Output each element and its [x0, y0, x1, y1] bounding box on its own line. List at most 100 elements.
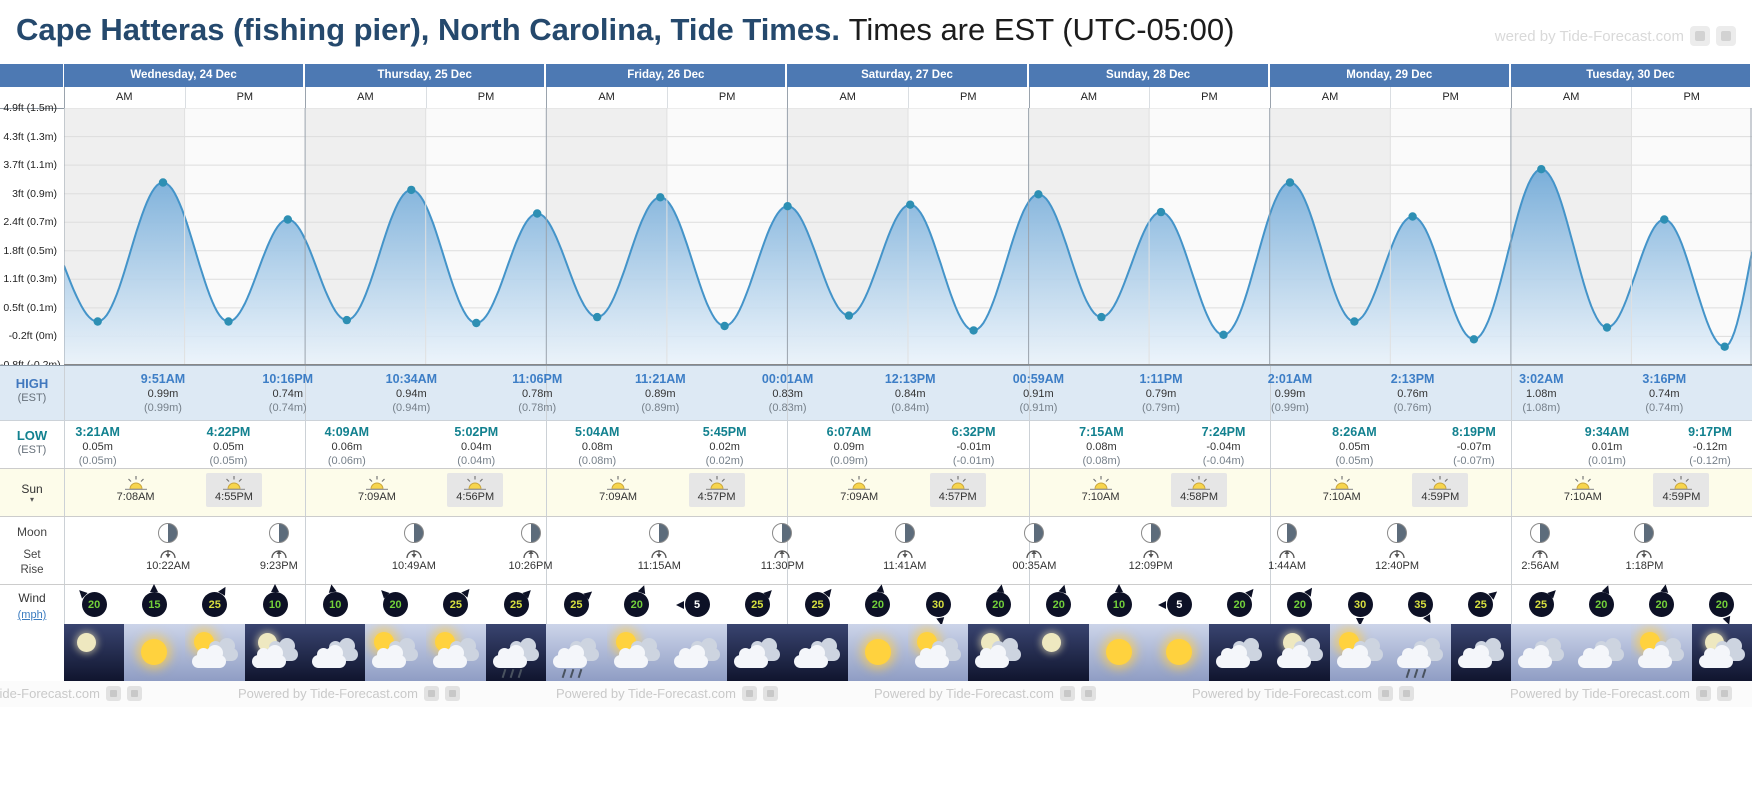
tide-extreme-dot: [1156, 207, 1166, 217]
weather-cell-night-cloud-moon: [1269, 624, 1331, 681]
high-tide-row: HIGH (EST) 9:51AM 0.99m (0.99m) 10:16PM 0.74…: [0, 365, 1752, 421]
low-tide-entry: 9:17PM -0.12m (-0.12m): [1670, 425, 1750, 468]
wind-speed: 10: [268, 598, 282, 611]
day-separator: [1028, 469, 1030, 517]
day-separator: [1510, 421, 1512, 469]
tide-time: 3:02AM: [1519, 372, 1564, 386]
sun-horizon-icon: [1330, 476, 1353, 490]
tide-extreme-dot: [1034, 190, 1043, 199]
tide-extreme-dot: [720, 321, 729, 331]
moonset-arc-icon: [1142, 550, 1159, 559]
sunrise-time: 7:10AM: [1322, 491, 1361, 503]
powered-by-link[interactable]: Powered by Tide-Forecast.com: [556, 686, 736, 701]
ampm-label-pm: PM: [718, 91, 736, 103]
tide-height-paren: (0.01m): [1588, 455, 1626, 467]
moon-icon: [77, 633, 96, 652]
moon-time: 1:18PM: [1625, 560, 1664, 572]
wind-badge: 25: [744, 586, 775, 617]
ampm-separator: [184, 87, 186, 108]
weather-cell-night-cloud: [787, 624, 849, 681]
moon-phase-icon: [1634, 523, 1655, 543]
moonset-arc-icon: [897, 550, 913, 559]
ampm-separator: [666, 87, 668, 108]
moon-time: 9:23PM: [259, 560, 298, 572]
powered-by-link[interactable]: Powered by Tide-Forecast.com: [1192, 686, 1372, 701]
cloud-icon: [1397, 645, 1432, 668]
y-axis-label: 1.1ft (0.3m): [3, 273, 57, 286]
wind-badge: 20: [377, 586, 409, 617]
moonrise-entry: 10:26PM: [499, 523, 563, 572]
sunrise-entry: 7:09AM: [590, 476, 646, 503]
tide-height-paren: (0.79m): [1142, 402, 1180, 414]
tide-height-m: -0.04m: [1206, 441, 1241, 453]
tide-height-paren: (-0.01m): [952, 455, 995, 467]
wind-speed: 15: [148, 598, 161, 611]
rain-icon: [517, 668, 523, 679]
weather-cell-sun-cloud: [1330, 624, 1392, 681]
cloud-icon: [1276, 645, 1311, 668]
tide-extreme-dot: [158, 178, 168, 187]
powered-by-link[interactable]: Powered by Tide-Forecast.com: [0, 686, 100, 701]
wind-speed: 25: [510, 598, 523, 611]
low-label: LOW: [16, 428, 48, 443]
tide-height-paren: (0.89m): [641, 402, 680, 414]
low-tide-entry: 7:15AM 0.08m (0.08m): [1061, 425, 1141, 468]
tide-extreme-dot: [783, 202, 792, 211]
low-tide-entry: 4:09AM 0.06m (0.06m): [307, 425, 387, 468]
weather-cell-sun: [1149, 624, 1211, 681]
wind-direction-arrow: [271, 583, 279, 592]
day-separator: [787, 421, 789, 469]
sunset-time: 4:57PM: [697, 491, 736, 503]
day-separator: [546, 87, 548, 108]
tide-height-paren: (0.78m): [518, 402, 557, 414]
wind-speed: 20: [1052, 598, 1065, 611]
page-title-main: Cape Hatteras (fishing pier), North Caro…: [16, 12, 840, 47]
sunrise-time: 7:08AM: [116, 491, 155, 503]
weather-cell-sun-cloud: [184, 624, 246, 681]
sunset-entry: 4:55PM: [206, 473, 262, 507]
footer-powered-by: Powered by Tide-Forecast.com: [0, 685, 142, 703]
y-axis-label: -0.2ft (0m): [8, 330, 57, 343]
tide-extreme-dot: [407, 185, 416, 195]
tide-extreme-dot: [1660, 215, 1669, 224]
day-separator: [787, 366, 789, 421]
tide-extreme-dot: [1097, 312, 1106, 322]
wind-unit-link[interactable]: (mph): [17, 609, 47, 621]
tide-height-m: 0.83m: [772, 388, 803, 400]
high-tide-entry: 10:16PM 0.74m (0.74m): [248, 372, 328, 415]
powered-by-link[interactable]: Powered by Tide-Forecast.com: [238, 686, 418, 701]
badge-icon: [741, 686, 757, 701]
wind-badge: 30: [1347, 592, 1373, 626]
powered-by-link[interactable]: Powered by Tide-Forecast.com: [874, 686, 1054, 701]
tide-extreme-dot: [1408, 212, 1417, 221]
moonrise-arc-icon: [1026, 550, 1043, 559]
footer-powered-by: Powered by Tide-Forecast.com: [1192, 685, 1414, 703]
tide-height-paren: (0.05m): [1335, 455, 1374, 467]
wind-badge: 10: [1106, 583, 1132, 617]
sun-horizon-icon: [223, 476, 245, 490]
powered-by-link[interactable]: Powered by Tide-Forecast.com: [1510, 686, 1690, 701]
tide-extreme-dot: [93, 317, 102, 326]
moonset-arc-icon: [1389, 550, 1405, 559]
cloud-icon: [734, 645, 769, 668]
day-separator: [305, 517, 307, 585]
y-axis-label: 0.5ft (0.1m): [3, 301, 57, 314]
sun-horizon-icon: [365, 476, 388, 490]
moon-phase-icon: [268, 523, 289, 543]
wind-speed: 25: [570, 598, 583, 611]
wind-speed: 20: [992, 598, 1005, 611]
cloud-icon: [1698, 645, 1733, 668]
low-tide-entry: 5:45PM 0.02m (0.02m): [685, 425, 765, 468]
moonset-entry: 11:41AM: [873, 523, 937, 572]
footer-powered-by: Powered by Tide-Forecast.com: [556, 685, 778, 703]
moon-phase-icon: [520, 523, 541, 543]
day-header: Sunday, 28 Dec: [1028, 64, 1268, 87]
moonset-entry: 1:18PM: [1612, 523, 1676, 572]
weather-cell-night-moon: [64, 624, 126, 681]
day-header: Monday, 29 Dec: [1269, 64, 1509, 87]
tide-time: 5:02PM: [454, 425, 499, 439]
tide-extreme-dot: [906, 200, 915, 209]
wind-badge: 35: [1407, 592, 1435, 625]
weather-cell-sun: [124, 624, 186, 681]
